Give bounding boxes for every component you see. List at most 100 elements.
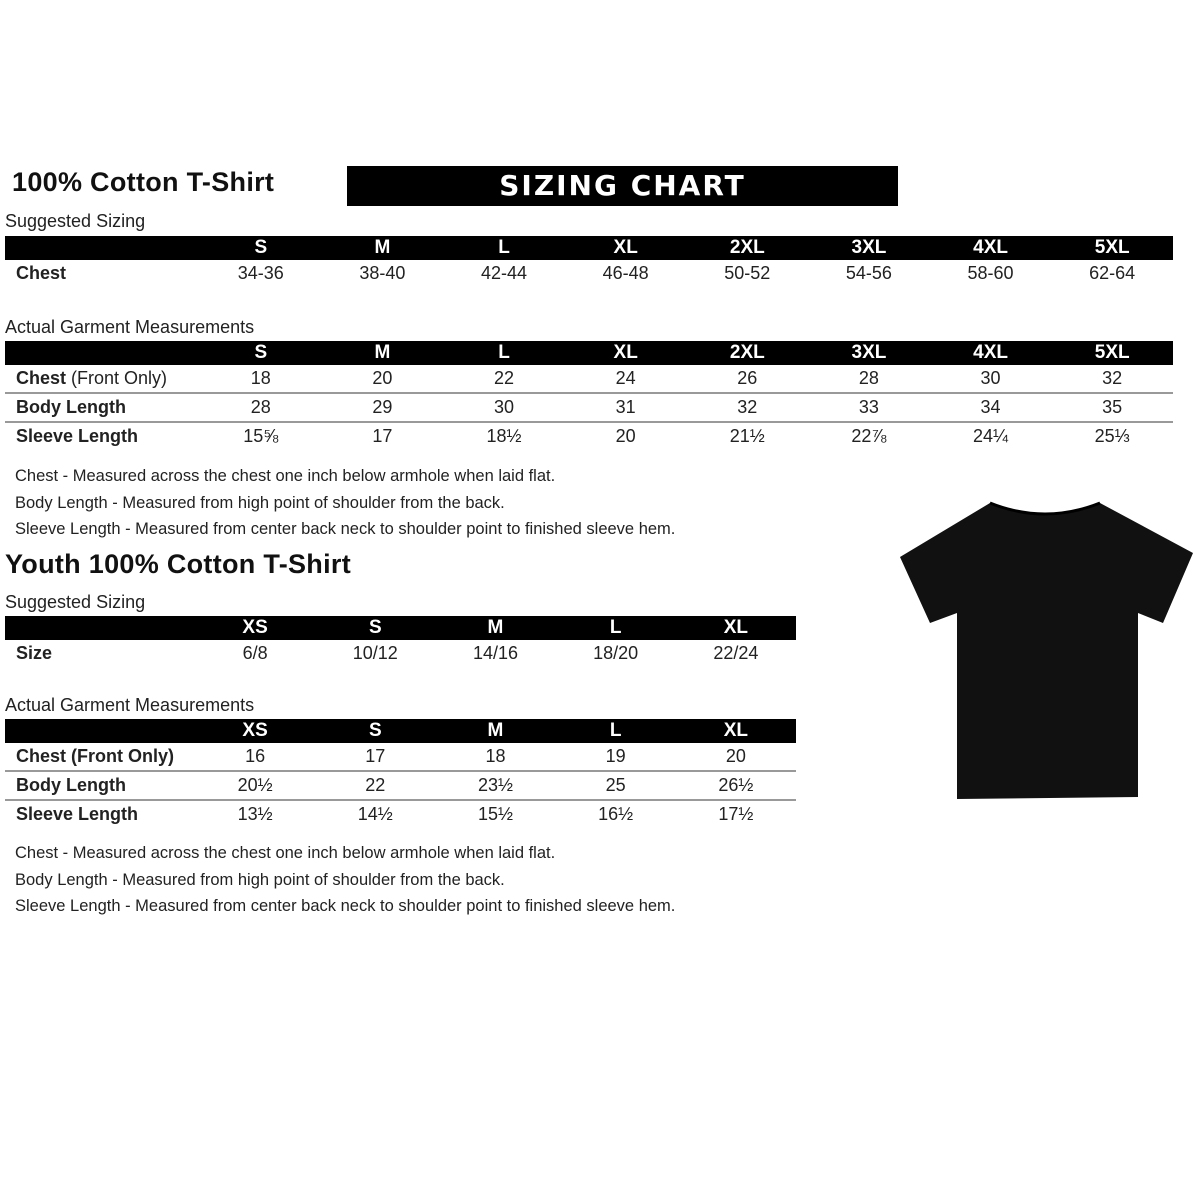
size-header: S — [315, 616, 436, 640]
cell: 30 — [929, 365, 1052, 394]
size-header: L — [443, 236, 565, 260]
cell: 34 — [929, 393, 1052, 423]
cell: 28 — [808, 365, 930, 394]
cell: 21½ — [729, 426, 765, 446]
cell: 13½ — [237, 804, 273, 824]
cell: 20 — [615, 426, 636, 446]
black-tshirt-icon — [900, 501, 1193, 799]
size-header: L — [555, 719, 676, 743]
adult-title: 100% Cotton T-Shirt — [12, 167, 275, 197]
size-header: M — [321, 236, 444, 260]
cell: 14/16 — [472, 643, 518, 663]
table-row: Chest 34-36 38-40 42-44 46-48 50-52 54-56 58-60… — [5, 260, 1173, 287]
cell: 20 — [675, 743, 796, 772]
note: Sleeve Length - Measured from center bac… — [15, 520, 676, 538]
cell: 10/12 — [352, 643, 398, 663]
cell: 31 — [564, 393, 687, 423]
size-header: XL — [564, 236, 687, 260]
cell: 17 — [372, 426, 393, 446]
cell: 30 — [443, 393, 565, 423]
cell: 26 — [686, 365, 809, 394]
cell: 14½ — [357, 804, 393, 824]
size-header: 2XL — [686, 341, 809, 365]
table-row: Body Length 28 29 30 31 32 33 34 35 — [5, 393, 1173, 423]
cell: 16 — [195, 743, 316, 772]
size-header: S — [200, 341, 322, 365]
cell: 22 — [315, 771, 436, 801]
row-label: Sleeve Length — [16, 426, 139, 446]
size-header: 4XL — [929, 341, 1052, 365]
table-row: Sleeve Length 15⅝ 17 18½ 20 21½ 22⅞ 24¼ 25⅓ — [5, 422, 1173, 450]
cell: 18 — [200, 365, 322, 394]
cell: 15⅝ — [243, 426, 279, 446]
cell: 18 — [435, 743, 556, 772]
cell: 33 — [808, 393, 930, 423]
size-header: 3XL — [808, 236, 930, 260]
size-header: L — [555, 616, 676, 640]
size-header: XL — [675, 719, 796, 743]
table-row: Size 6/8 10/12 14/16 18/20 22/24 — [5, 640, 796, 667]
cell: 24¼ — [973, 426, 1009, 446]
cell: 38-40 — [359, 263, 406, 283]
size-header: M — [435, 719, 556, 743]
cell: 6/8 — [242, 643, 268, 663]
note: Chest - Measured across the chest one in… — [15, 844, 556, 862]
adult-actual-table: S M L XL 2XL 3XL 4XL 5XL Chest (Front Only) 18 20 2… — [5, 341, 1173, 450]
cell: 50-52 — [724, 263, 771, 283]
row-label: Body Length — [16, 775, 126, 795]
youth-title: Youth 100% Cotton T-Shirt — [5, 549, 351, 579]
row-label: Body Length — [16, 397, 126, 417]
table-row: Sleeve Length 13½ 14½ 15½ 16½ 17½ — [5, 800, 796, 828]
cell: 18/20 — [593, 643, 639, 663]
table-row: Body Length 20½ 22 23½ 25 26½ — [5, 771, 796, 801]
cell: 25⅓ — [1094, 426, 1130, 446]
table-row: Chest (Front Only) 18 20 22 24 26 28 30 32 — [5, 365, 1173, 394]
table-row: Chest (Front Only) 16 17 18 19 20 — [5, 743, 796, 772]
cell: 25 — [555, 771, 676, 801]
cell: 22⅞ — [851, 426, 887, 446]
cell: 17½ — [718, 804, 754, 824]
cell: 34-36 — [237, 263, 284, 283]
adult-suggested-table: S M L XL 2XL 3XL 4XL 5XL Chest 34-36 38-40 42-44 46-… — [5, 236, 1173, 287]
cell: 54-56 — [845, 263, 892, 283]
note: Body Length - Measured from high point o… — [15, 870, 505, 889]
note: Sleeve Length - Measured from center bac… — [15, 897, 676, 915]
cell: 18½ — [486, 426, 522, 446]
size-header: 3XL — [808, 341, 930, 365]
cell: 22 — [443, 365, 565, 394]
size-header: S — [200, 236, 322, 260]
cell: 32 — [686, 393, 809, 423]
sizing-chart-banner: SIZING CHART — [347, 166, 898, 206]
size-header-row: XS S M L XL — [5, 616, 796, 640]
size-header: L — [443, 341, 565, 365]
adult-actual-label: Actual Garment Measurements — [5, 317, 255, 337]
size-header: 5XL — [1051, 341, 1173, 365]
size-header: XL — [675, 616, 796, 640]
size-header-row: XS S M L XL — [5, 719, 796, 743]
note: Body Length - Measured from high point o… — [15, 493, 505, 512]
row-label: Sleeve Length — [16, 804, 139, 824]
size-header: 4XL — [929, 236, 1052, 260]
cell: 42-44 — [481, 263, 528, 283]
note: Chest - Measured across the chest one in… — [15, 467, 556, 485]
size-header: S — [315, 719, 436, 743]
cell: 16½ — [598, 804, 634, 824]
cell: 17 — [315, 743, 436, 772]
youth-actual-table: XS S M L XL Chest (Front Only) 16 17 18 19 20 Body … — [5, 719, 796, 828]
cell: 24 — [564, 365, 687, 394]
cell: 46-48 — [602, 263, 649, 283]
cell: 26½ — [675, 771, 796, 801]
size-header-row: S M L XL 2XL 3XL 4XL 5XL — [5, 236, 1173, 260]
youth-actual-label: Actual Garment Measurements — [5, 695, 255, 715]
row-label: Chest (Front Only) — [16, 746, 174, 766]
size-header: M — [435, 616, 556, 640]
size-header-row: S M L XL 2XL 3XL 4XL 5XL — [5, 341, 1173, 365]
size-header: 5XL — [1051, 236, 1173, 260]
size-header: XL — [564, 341, 687, 365]
size-header: XS — [195, 719, 316, 743]
size-header: M — [321, 341, 444, 365]
cell: 22/24 — [713, 643, 759, 663]
row-label: Chest — [16, 263, 67, 283]
cell: 62-64 — [1089, 263, 1136, 283]
cell: 35 — [1051, 393, 1173, 423]
